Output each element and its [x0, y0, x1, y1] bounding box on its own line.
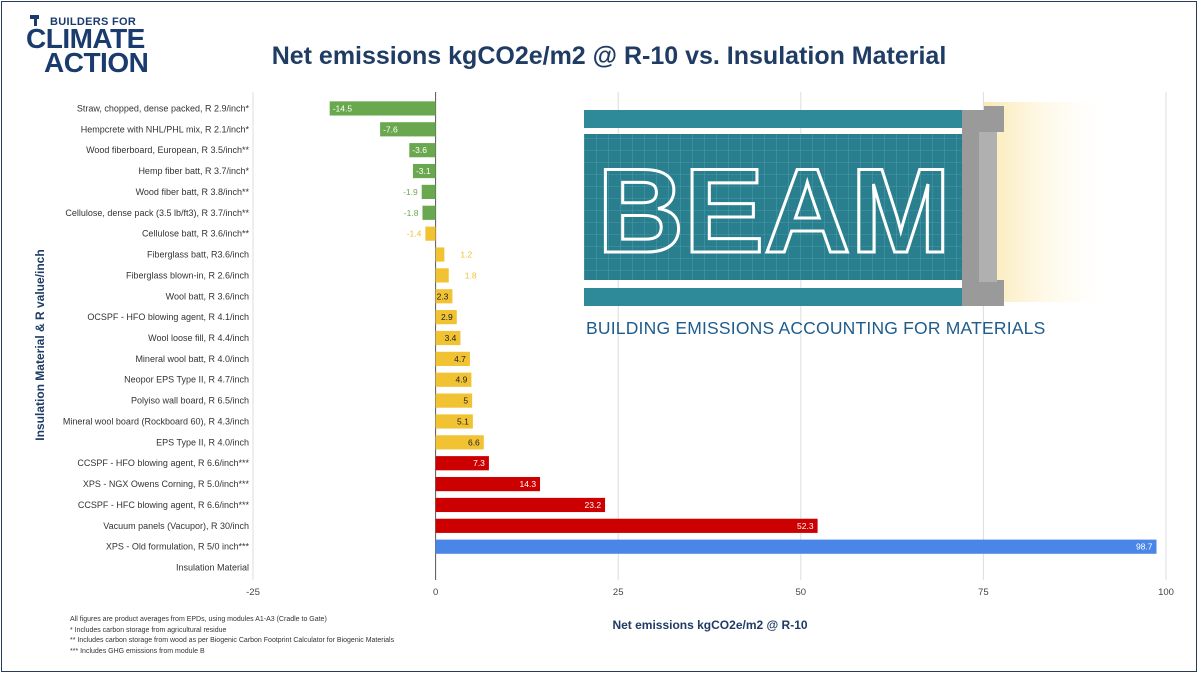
category-label: Polyiso wall board, R 6.5/inch	[131, 396, 249, 406]
logo-text-bot: ACTION	[44, 47, 149, 78]
category-label: Cellulose batt, R 3.6/inch**	[142, 229, 250, 239]
bar	[435, 351, 470, 366]
x-tick-label: 50	[796, 587, 807, 598]
value-label: -14.5	[333, 103, 353, 113]
bar	[421, 184, 436, 200]
bar	[425, 226, 436, 241]
bar	[409, 143, 436, 158]
chart-value-labels: -14.5 -7.6 -3.6 -3.1 -1.9 -1.8 -1.4 1.2 1.8 2.3 2.…	[333, 103, 1153, 551]
bar	[435, 310, 457, 325]
x-axis-title: Net emissions kgCO2e/m2 @ R-10	[612, 618, 807, 632]
category-label: CCSPF - HFC blowing agent, R 6.6/inch***	[78, 500, 250, 510]
category-label: Hemp fiber batt, R 3.7/inch*	[138, 166, 249, 176]
category-label: Mineral wool board (Rockboard 60), R 4.3…	[63, 416, 249, 426]
footnote: *** Includes GHG emissions from module B	[70, 647, 205, 655]
value-label: 7.3	[473, 458, 485, 468]
category-label: OCSPF - HFO blowing agent, R 4.1/inch	[87, 312, 249, 322]
category-label: Wood fiberboard, European, R 3.5/inch**	[86, 145, 249, 155]
value-label: 4.9	[456, 375, 468, 385]
bar	[435, 414, 473, 429]
value-label: 1.8	[465, 270, 477, 280]
category-label: Neopor EPS Type II, R 4.7/inch	[124, 375, 249, 385]
hammer-icon	[30, 15, 39, 26]
beam-logo: BEAM	[584, 102, 1104, 342]
category-label: Fiberglass blown-in, R 2.6/inch	[126, 270, 249, 280]
chart-bars	[329, 101, 1157, 554]
bar	[380, 122, 436, 137]
category-label: EPS Type II, R 4.0/inch	[156, 437, 249, 447]
value-label: 52.3	[797, 521, 814, 531]
value-label: 2.3	[437, 291, 449, 301]
category-label: XPS - Old formulation, R 5/0 inch***	[106, 542, 250, 552]
value-label: -1.9	[403, 187, 418, 197]
bar	[435, 476, 541, 492]
value-label: -1.8	[404, 208, 419, 218]
category-label: Vacuum panels (Vacupor), R 30/inch	[103, 521, 249, 531]
x-tick-label: 100	[1158, 587, 1174, 598]
logo-text-mid: CLIMATE	[26, 23, 145, 54]
beam-word: BEAM	[597, 144, 950, 278]
value-label: 4.7	[454, 354, 466, 364]
category-label: Hempcrete with NHL/PHL mix, R 2.1/inch*	[81, 124, 250, 134]
bar	[412, 163, 436, 179]
value-label: -3.6	[412, 145, 427, 155]
category-label: XPS - NGX Owens Corning, R 5.0/inch***	[83, 479, 250, 489]
value-label: -3.1	[416, 166, 431, 176]
category-label: CCSPF - HFO blowing agent, R 6.6/inch***	[77, 458, 249, 468]
beam-graphic: BEAM	[584, 102, 1104, 306]
beam-caption: BUILDING EMISSIONS ACCOUNTING FOR MATERI…	[586, 318, 1046, 338]
value-label: 3.4	[445, 333, 457, 343]
value-label: 23.2	[585, 500, 602, 510]
category-label: Wood fiber batt, R 3.8/inch**	[136, 187, 250, 197]
value-label: 98.7	[1136, 542, 1153, 552]
value-label: -1.4	[407, 229, 422, 239]
x-tick-label: 25	[613, 587, 624, 598]
bar	[435, 372, 472, 387]
chart-title: Net emissions kgCO2e/m2 @ R-10 vs. Insul…	[271, 42, 947, 70]
value-label: 5.1	[457, 416, 469, 426]
value-label: 2.9	[441, 312, 453, 322]
bar	[435, 330, 461, 346]
chart-category-labels: Straw, chopped, dense packed, R 2.9/inch…	[63, 103, 250, 572]
bar	[435, 539, 1157, 554]
footnote: All figures are product averages from EP…	[70, 616, 327, 623]
footnote: ** Includes carbon storage from wood as …	[70, 637, 395, 644]
footnotes: All figures are product averages from EP…	[70, 615, 394, 657]
x-tick-label: 0	[433, 587, 438, 598]
bar	[435, 456, 489, 471]
value-label: 5	[463, 396, 468, 406]
logo-text-top: BUILDERS FOR	[50, 16, 137, 28]
value-label: 14.3	[520, 479, 537, 489]
bar	[422, 205, 436, 220]
bar	[435, 289, 453, 304]
category-label: Fiberglass batt, R3.6/inch	[147, 250, 249, 260]
category-label: Mineral wool batt, R 4.0/inch	[135, 354, 249, 364]
chart-tick-labels: -25 0 25 50 75 100	[246, 587, 1174, 598]
bar	[435, 435, 484, 450]
bar	[329, 101, 436, 116]
x-tick-label: 75	[978, 587, 989, 598]
value-label: -7.6	[383, 124, 398, 134]
bar	[435, 518, 818, 533]
value-label: 1.2	[460, 250, 472, 260]
bar	[435, 247, 445, 262]
category-label: Wool batt, R 3.6/inch	[166, 291, 249, 301]
footnote: * Includes carbon storage from agricultu…	[70, 626, 227, 634]
category-label: Insulation Material	[176, 563, 249, 573]
builders-for-climate-action-logo: BUILDERS FOR CLIMATE ACTION	[22, 14, 152, 78]
bar	[435, 497, 606, 513]
y-axis-title: Insulation Material & R value/inch	[33, 249, 47, 440]
bar	[435, 393, 473, 408]
category-label: Cellulose, dense pack (3.5 lb/ft3), R 3.…	[65, 208, 249, 218]
category-label: Wool loose fill, R 4.4/inch	[148, 333, 249, 343]
value-label: 6.6	[468, 437, 480, 447]
bar	[435, 268, 449, 283]
x-tick-label: -25	[246, 587, 260, 598]
category-label: Straw, chopped, dense packed, R 2.9/inch…	[77, 103, 250, 113]
